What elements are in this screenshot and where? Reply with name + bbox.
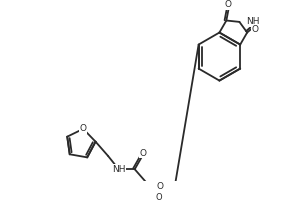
Text: O: O	[80, 124, 87, 133]
Text: NH: NH	[112, 165, 125, 174]
Text: O: O	[156, 182, 163, 191]
Text: O: O	[139, 149, 146, 158]
Text: O: O	[155, 193, 162, 200]
Text: O: O	[224, 0, 231, 9]
Text: O: O	[251, 25, 259, 34]
Text: NH: NH	[246, 17, 259, 26]
